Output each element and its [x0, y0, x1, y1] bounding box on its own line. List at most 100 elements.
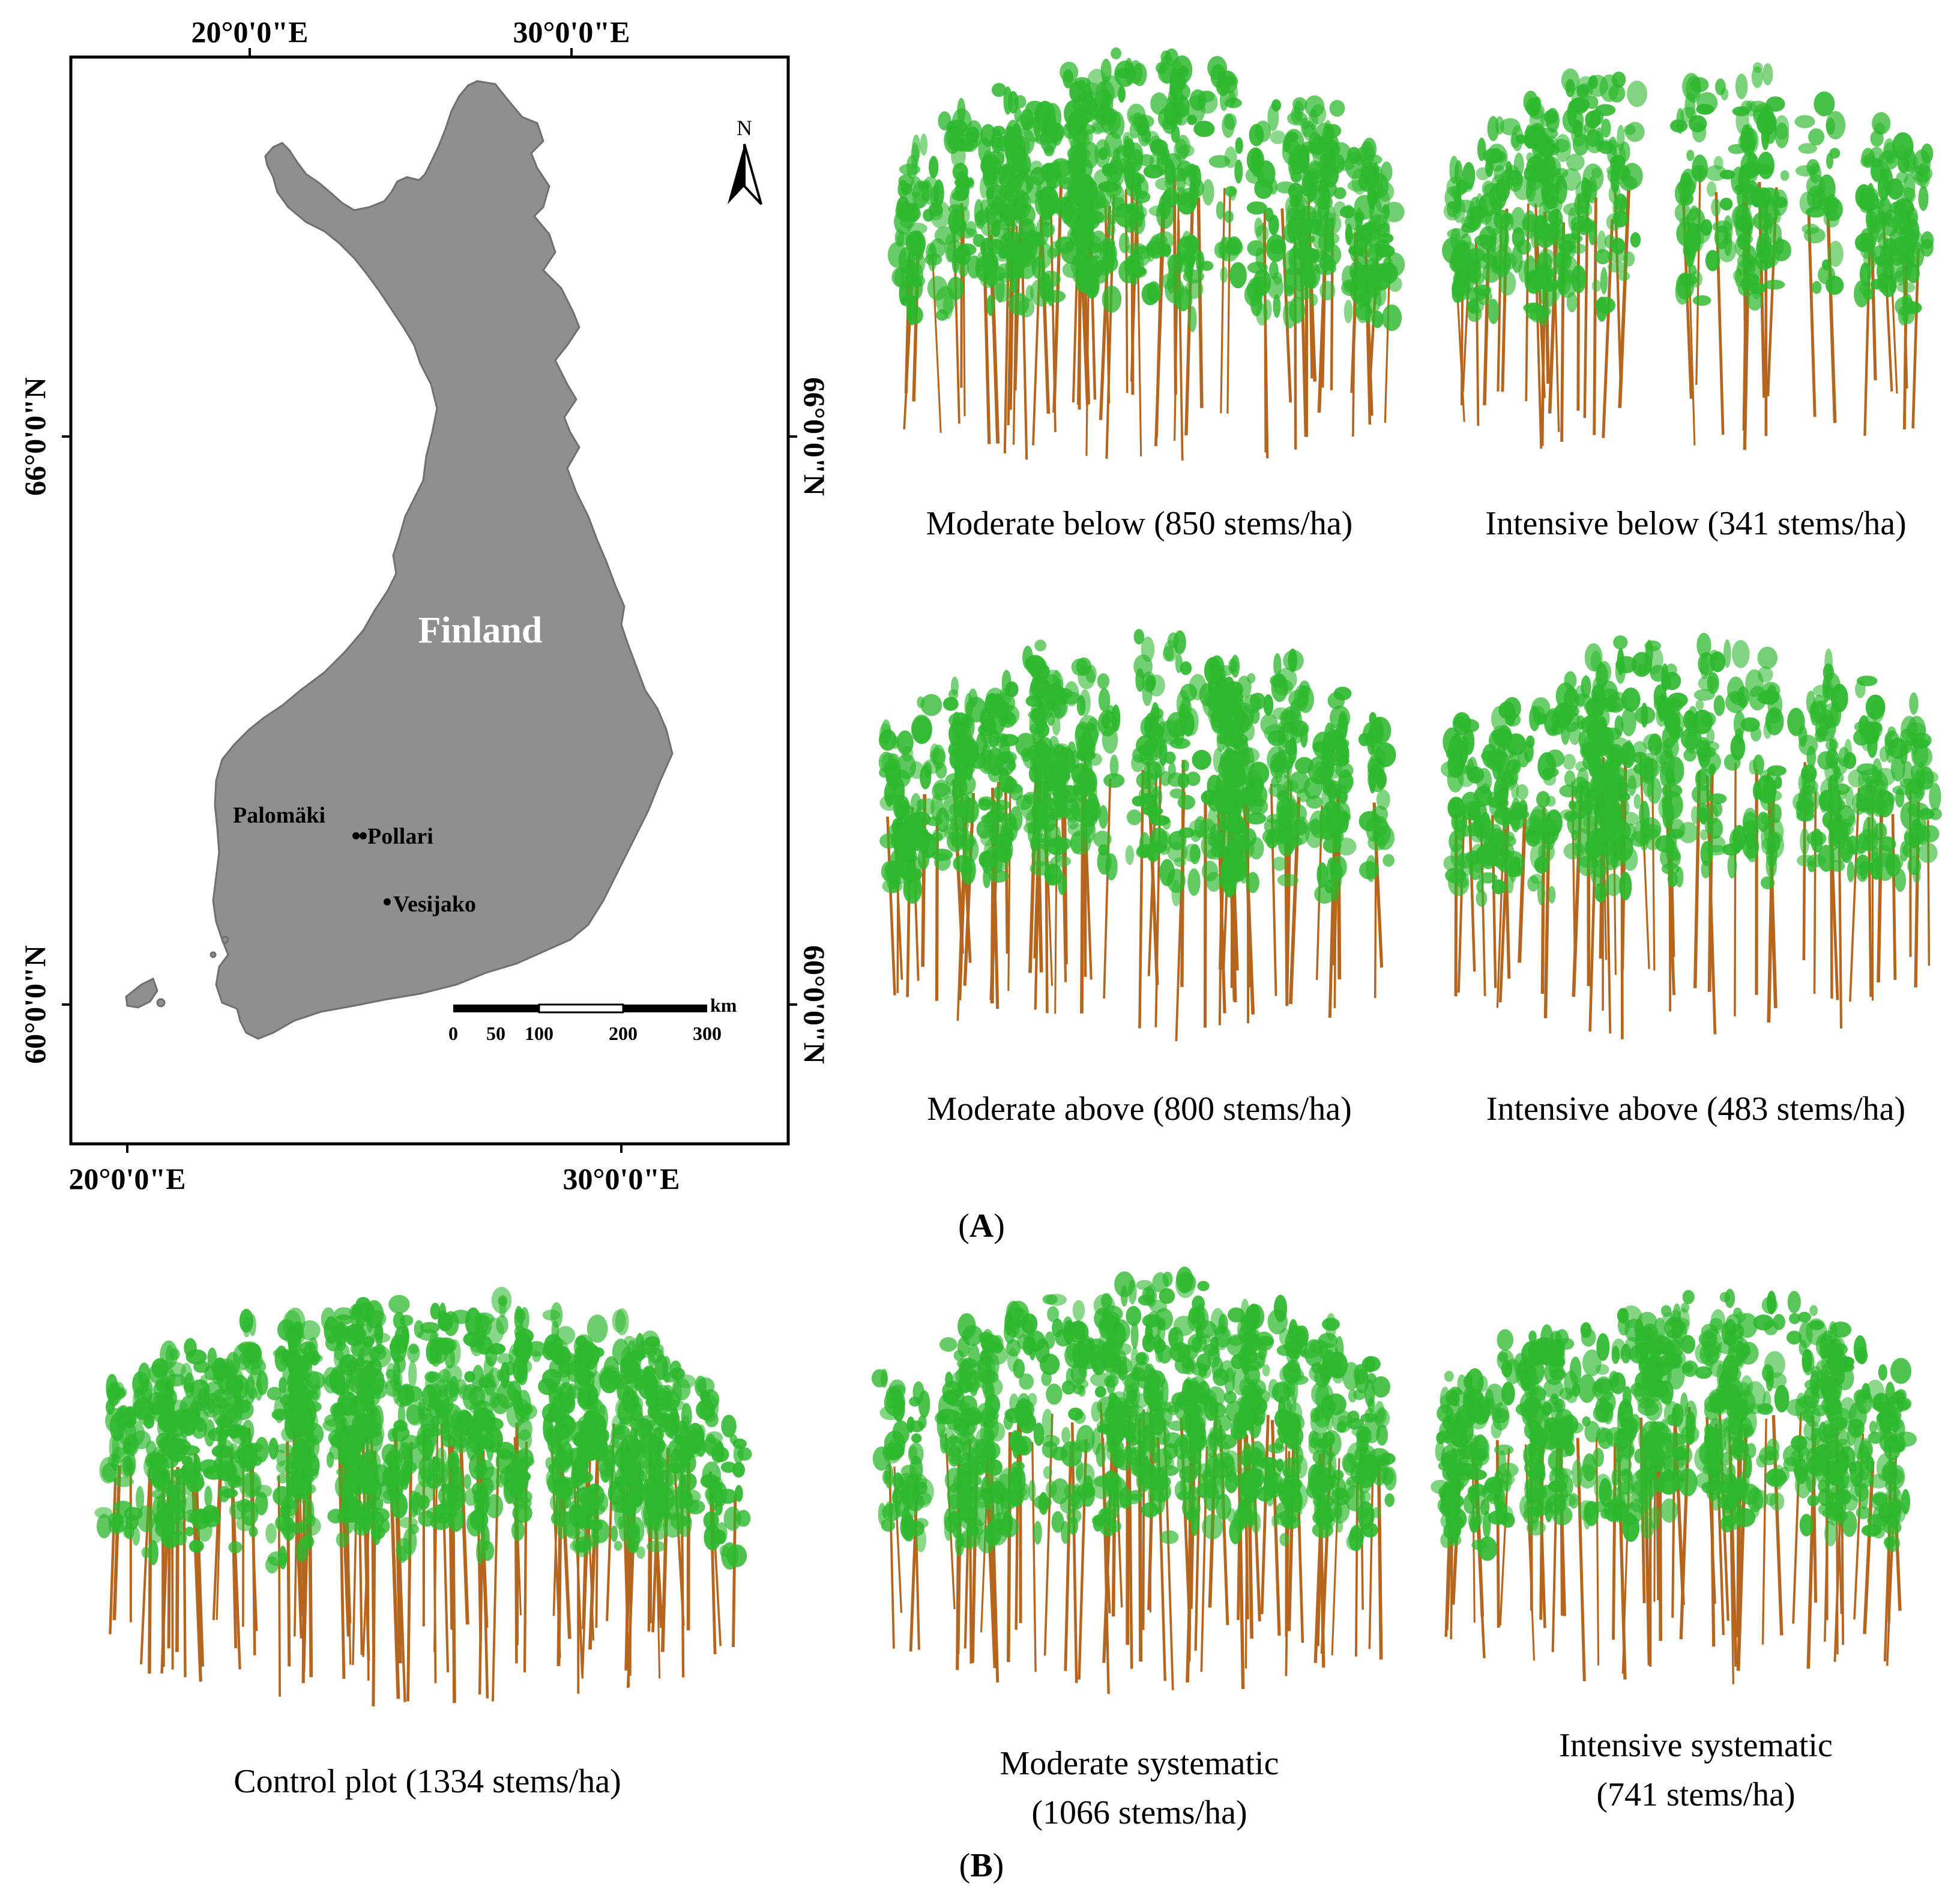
tree-crown-cluster	[550, 1440, 566, 1467]
tree-crown-cluster	[1007, 760, 1016, 772]
tree-crown-cluster	[956, 228, 978, 238]
tree-crown-cluster	[1098, 688, 1111, 712]
tree-crown-cluster	[1330, 729, 1344, 743]
tree-crown-cluster	[1168, 254, 1183, 279]
tree-crown-cluster	[1025, 808, 1043, 835]
tree-crown-cluster	[1737, 253, 1755, 269]
tree-crown-cluster	[1326, 857, 1336, 884]
tree-crown-cluster	[122, 1525, 131, 1538]
tree-crown-cluster	[998, 1516, 1019, 1538]
tree-stem	[1263, 210, 1267, 453]
tree-stem	[1807, 214, 1817, 417]
tree-crown-cluster	[1569, 243, 1587, 254]
tree-crown-cluster	[453, 1486, 464, 1509]
tree-crown-cluster	[1343, 300, 1353, 324]
tree-crown-cluster	[1535, 305, 1551, 318]
tree-crown-cluster	[1525, 97, 1540, 117]
tree-crown-cluster	[1594, 127, 1603, 152]
tree-crown-cluster	[1178, 144, 1195, 157]
scale-unit: km	[710, 994, 737, 1016]
forest-plot-control	[94, 1287, 752, 1706]
tree-stem	[1377, 1466, 1383, 1660]
tree-crown-cluster	[930, 186, 939, 210]
tree-crown-cluster	[1573, 842, 1585, 858]
tree-crown-cluster	[444, 1349, 456, 1369]
tree-crown-cluster	[1188, 306, 1197, 333]
tree-crown-cluster	[543, 1334, 563, 1359]
tree-crown-cluster	[1870, 857, 1883, 880]
tree-crown-cluster	[1717, 238, 1737, 262]
scale-tick-0: 0	[448, 1023, 458, 1044]
tree-crown-cluster	[721, 1415, 737, 1438]
tree-crown-cluster	[1580, 742, 1595, 760]
tree-crown-cluster	[1355, 303, 1373, 321]
tree-crown-cluster	[1380, 222, 1390, 238]
tree-crown-cluster	[300, 1516, 321, 1537]
tree-crown-cluster	[1169, 788, 1184, 799]
tree-crown-cluster	[1314, 884, 1335, 904]
tree-crown-cluster	[960, 856, 976, 885]
tree-crown-cluster	[1189, 182, 1198, 210]
tree-stem	[1103, 778, 1112, 999]
tree-crown-cluster	[136, 1486, 145, 1513]
tree-crown-cluster	[1018, 1393, 1030, 1412]
tree-crown-cluster	[1596, 297, 1608, 322]
scale-bar: km 0 50 100 200 300	[448, 994, 737, 1044]
tree-crown-cluster	[163, 1516, 175, 1538]
tree-crown-cluster	[436, 1337, 457, 1353]
top-lon-label-1: 20°0'0"E	[191, 15, 309, 49]
tree-crown-cluster	[1743, 123, 1754, 151]
tree-crown-cluster	[986, 295, 995, 316]
tree-crown-cluster	[1570, 216, 1587, 232]
tree-crown-cluster	[1536, 791, 1551, 808]
tree-crown-cluster	[1349, 261, 1364, 282]
tree-crown-cluster	[1090, 264, 1109, 284]
tree-crown-cluster	[935, 762, 947, 779]
tree-crown-cluster	[1009, 292, 1030, 316]
tree-crown-cluster	[1078, 666, 1096, 689]
tree-crown-cluster	[468, 1386, 486, 1407]
tree-crown-cluster	[736, 1510, 751, 1527]
tree-crown-cluster	[1369, 261, 1380, 289]
tree-crown-cluster	[617, 1377, 625, 1401]
tree-crown-cluster	[1198, 90, 1215, 103]
tree-crown-cluster	[1345, 151, 1364, 180]
tree-crown-cluster	[1754, 164, 1774, 175]
tree-crown-cluster	[1163, 645, 1174, 662]
tree-crown-cluster	[172, 1468, 192, 1479]
tree-crown-cluster	[1862, 835, 1881, 853]
tree-crown-cluster	[336, 1532, 349, 1548]
tree-crown-cluster	[681, 1442, 690, 1461]
tree-crown-cluster	[1362, 722, 1380, 745]
tree-crown-cluster	[1276, 181, 1296, 194]
tree-crown-cluster	[1268, 214, 1279, 235]
tree-crown-cluster	[911, 822, 925, 851]
tree-crown-cluster	[1796, 798, 1814, 813]
tree-crown-cluster	[1165, 159, 1175, 183]
tree-crown-cluster	[1049, 241, 1062, 257]
tree-crown-cluster	[920, 133, 928, 156]
tree-crown-cluster	[1329, 100, 1345, 117]
tree-crown-cluster	[1070, 136, 1079, 160]
tree-crown-cluster	[204, 1419, 216, 1447]
tree-crown-cluster	[1268, 239, 1286, 255]
tree-crown-cluster	[1707, 672, 1719, 694]
tree-crown-cluster	[1467, 298, 1485, 314]
tree-crown-cluster	[281, 1426, 299, 1442]
tree-crown-cluster	[152, 1446, 166, 1461]
tree-crown-cluster	[912, 180, 930, 208]
tree-crown-cluster	[1163, 243, 1171, 258]
tree-crown-cluster	[1066, 1368, 1074, 1385]
tree-crown-cluster	[1289, 700, 1301, 722]
tree-crown-cluster	[1039, 273, 1052, 302]
tree-crown-cluster	[388, 1295, 410, 1314]
tree-crown-cluster	[1684, 731, 1698, 754]
tree-crown-cluster	[705, 1412, 719, 1427]
tree-crown-cluster	[981, 743, 992, 772]
tree-crown-cluster	[1383, 252, 1405, 277]
tree-crown-cluster	[1901, 253, 1913, 277]
tree-crown-cluster	[1618, 271, 1630, 282]
tree-crown-cluster	[925, 243, 935, 261]
tree-crown-cluster	[1893, 198, 1914, 219]
tree-crown-cluster	[1595, 104, 1616, 116]
